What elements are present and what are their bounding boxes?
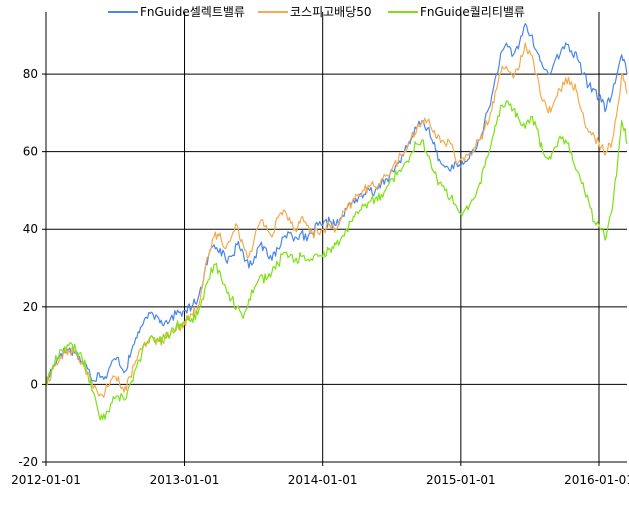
legend-item: 코스피고배당50 xyxy=(258,5,372,19)
x-tick-label: 2014-01-01 xyxy=(288,473,358,487)
series-line xyxy=(45,42,628,398)
x-tick-label: 2013-01-01 xyxy=(150,473,220,487)
y-axis-tick-labels: -20 0 20 40 60 80 xyxy=(18,67,38,469)
legend-label: FnGuide퀄리티밸류 xyxy=(420,5,525,19)
legend-item: FnGuide퀄리티밸류 xyxy=(388,5,525,19)
y-tick-label: 20 xyxy=(23,300,38,314)
y-tick-label: -20 xyxy=(18,455,38,469)
y-tick-label: 80 xyxy=(23,67,38,81)
y-tick-label: 0 xyxy=(30,377,38,391)
x-tick-label: 2016-01-01 xyxy=(564,473,629,487)
grid-lines xyxy=(45,12,627,463)
legend-item: FnGuide셀렉트밸류 xyxy=(108,5,245,19)
y-tick-label: 60 xyxy=(23,145,38,159)
x-axis-tick-labels: 2012-01-01 2013-01-01 2014-01-01 2015-01-01… xyxy=(11,473,629,487)
legend: FnGuide셀렉트밸류 코스피고배당50 FnGuide퀄리티밸류 xyxy=(108,5,525,19)
axes xyxy=(42,12,627,466)
series-line xyxy=(45,100,628,421)
series-layer xyxy=(45,23,628,421)
series-line xyxy=(45,23,628,385)
legend-label: 코스피고배당50 xyxy=(290,5,372,19)
legend-label: FnGuide셀렉트밸류 xyxy=(140,5,245,19)
y-tick-label: 40 xyxy=(23,222,38,236)
x-tick-label: 2015-01-01 xyxy=(426,473,496,487)
x-tick-label: 2012-01-01 xyxy=(11,473,81,487)
